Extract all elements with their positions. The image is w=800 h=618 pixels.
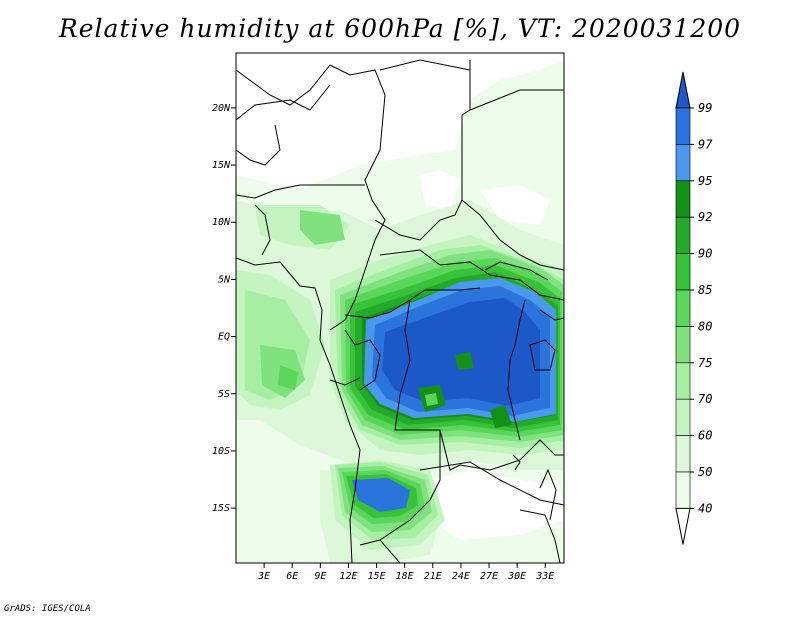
colorbar-bin bbox=[675, 362, 691, 400]
colorbar-label: 70 bbox=[698, 392, 712, 406]
lon-tick-label: 3E bbox=[257, 571, 270, 582]
colorbar-bin bbox=[675, 471, 691, 509]
colorbar-bin bbox=[675, 253, 691, 291]
latitude-axis: 20N 15N 10N 5N EQ 5S 10S 15S bbox=[212, 103, 236, 514]
country-borders bbox=[236, 59, 564, 563]
colorbar-label: 97 bbox=[698, 137, 713, 151]
map-title: Relative humidity at 600hPa [%], VT: 202… bbox=[58, 14, 742, 43]
lat-tick-label: 10S bbox=[212, 446, 230, 457]
colorbar-label: 92 bbox=[698, 210, 712, 224]
colorbar-bottom-arrow bbox=[675, 507, 691, 545]
lon-tick-label: 24E bbox=[452, 571, 470, 582]
lat-tick-label: 20N bbox=[212, 103, 231, 114]
lat-tick-label: EQ bbox=[218, 332, 230, 343]
colorbar-bin bbox=[675, 289, 691, 327]
colorbar-label: 80 bbox=[698, 319, 712, 333]
lon-tick-label: 18E bbox=[396, 571, 414, 582]
lon-tick-label: 12E bbox=[339, 571, 357, 582]
colorbar: 99 97 95 92 90 85 80 75 70 60 50 40 bbox=[675, 71, 713, 545]
lon-tick-label: 30E bbox=[507, 571, 526, 582]
lat-tick-label: 15N bbox=[212, 160, 231, 171]
map-frame bbox=[235, 52, 565, 564]
lon-tick-label: 15E bbox=[368, 571, 386, 582]
humidity-field bbox=[236, 53, 564, 563]
colorbar-bin bbox=[675, 144, 691, 182]
lon-tick-label: 6E bbox=[286, 571, 298, 582]
lat-tick-label: 10N bbox=[212, 217, 231, 228]
colorbar-bin bbox=[675, 180, 691, 218]
lon-tick-label: 33E bbox=[535, 571, 554, 582]
colorbar-bin bbox=[675, 435, 691, 473]
colorbar-label: 99 bbox=[698, 101, 712, 115]
colorbar-label: 40 bbox=[698, 501, 712, 515]
grads-credit: GrADS: IGES/COLA bbox=[4, 604, 91, 614]
colorbar-label: 85 bbox=[698, 283, 712, 297]
colorbar-label: 90 bbox=[698, 247, 712, 261]
lat-tick-label: 15S bbox=[212, 503, 230, 514]
colorbar-top-arrow bbox=[675, 71, 691, 109]
lat-tick-label: 5S bbox=[218, 389, 230, 400]
lon-tick-label: 27E bbox=[480, 571, 498, 582]
colorbar-bin bbox=[675, 326, 691, 364]
colorbar-label: 75 bbox=[698, 356, 712, 370]
colorbar-bin bbox=[675, 216, 691, 254]
colorbar-label: 50 bbox=[698, 465, 712, 479]
colorbar-bin bbox=[675, 107, 691, 145]
lat-tick-label: 5N bbox=[218, 274, 231, 285]
lon-tick-label: 21E bbox=[424, 571, 442, 582]
colorbar-label: 95 bbox=[698, 174, 712, 188]
colorbar-bin bbox=[675, 398, 691, 436]
colorbar-label: 60 bbox=[698, 429, 712, 443]
longitude-axis: 3E 6E 9E 12E 15E 18E 21E 24E 27E 30E 33E bbox=[257, 563, 554, 582]
lon-tick-label: 9E bbox=[314, 571, 326, 582]
